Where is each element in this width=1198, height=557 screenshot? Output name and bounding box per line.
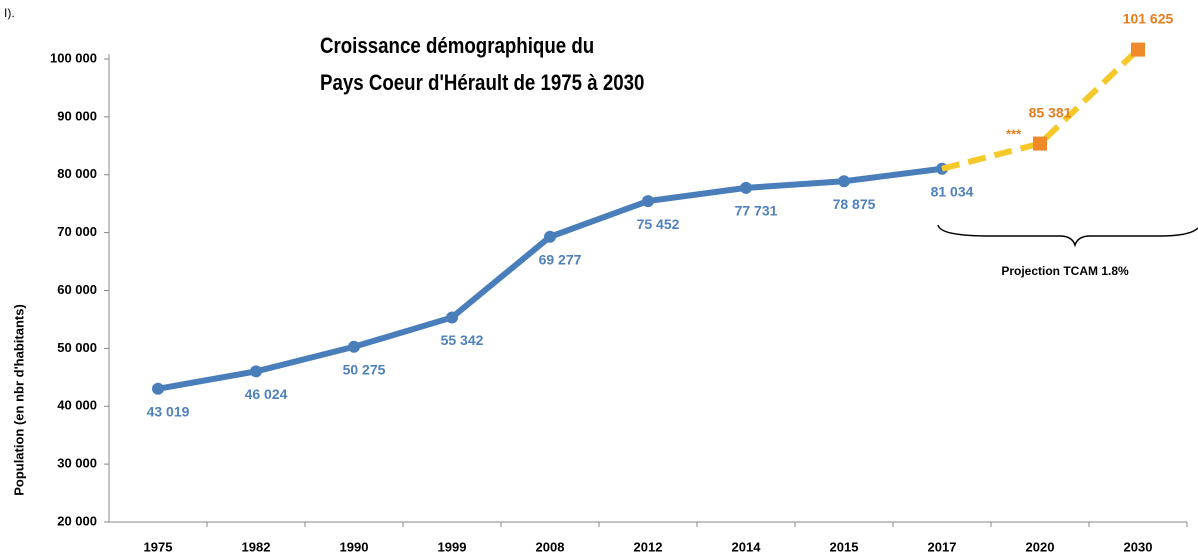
- marker: [1131, 42, 1145, 57]
- marker: [740, 181, 752, 194]
- y-tick-label: 40 000: [57, 398, 97, 413]
- y-tick-label: 30 000: [57, 456, 97, 471]
- y-tick-label: 90 000: [57, 108, 97, 123]
- x-tick-label: 2017: [928, 539, 957, 554]
- annotation: Projection TCAM 1.8%: [1001, 264, 1129, 278]
- x-tick-label: 1982: [242, 539, 271, 554]
- marker: [250, 365, 262, 378]
- x-tick-label: 1975: [144, 539, 173, 554]
- y-tick-label: 50 000: [57, 340, 97, 355]
- series-line: [157, 165, 943, 392]
- marker: [838, 175, 850, 188]
- brace: [937, 224, 1198, 248]
- data-label: 85 381: [1029, 104, 1072, 120]
- series-line: [941, 47, 1141, 172]
- data-label: 78 875: [833, 196, 876, 212]
- marker: [446, 311, 458, 324]
- data-label: 43 019: [147, 403, 190, 419]
- x-tick-label: 2015: [830, 539, 859, 554]
- x-tick-label: 1990: [340, 539, 369, 554]
- marker: [152, 382, 164, 395]
- corner-note: I).: [4, 6, 15, 20]
- annotation: ***: [1006, 126, 1022, 141]
- x-tick-label: 2012: [634, 539, 663, 554]
- marker: [544, 230, 556, 243]
- marker: [642, 195, 654, 208]
- x-tick-label: 2030: [1124, 539, 1153, 554]
- y-tick-label: 80 000: [57, 166, 97, 181]
- x-tick-label: 2014: [732, 539, 762, 554]
- data-label: 77 731: [735, 203, 778, 219]
- x-tick-label: 2008: [536, 539, 565, 554]
- y-axis-label: Population (en nbr d'habitants): [11, 304, 26, 496]
- chart-title: Croissance démographique du: [320, 34, 594, 58]
- data-label: 50 275: [343, 361, 386, 377]
- x-tick-label: 2020: [1026, 539, 1055, 554]
- data-label: 55 342: [441, 332, 484, 348]
- y-tick-label: 60 000: [57, 282, 97, 297]
- data-label: 75 452: [637, 216, 680, 232]
- data-label: 81 034: [931, 183, 974, 199]
- y-tick-label: 20 000: [57, 513, 97, 528]
- y-tick-label: 100 000: [50, 50, 97, 65]
- x-tick-label: 1999: [438, 539, 467, 554]
- y-tick-label: 70 000: [57, 224, 97, 239]
- data-label: 69 277: [539, 252, 582, 268]
- chart-title: Pays Coeur d'Hérault de 1975 à 2030: [320, 71, 644, 95]
- data-label: 101 625: [1123, 10, 1174, 26]
- data-label: 46 024: [245, 386, 288, 402]
- marker: [1033, 136, 1047, 151]
- marker: [348, 340, 360, 353]
